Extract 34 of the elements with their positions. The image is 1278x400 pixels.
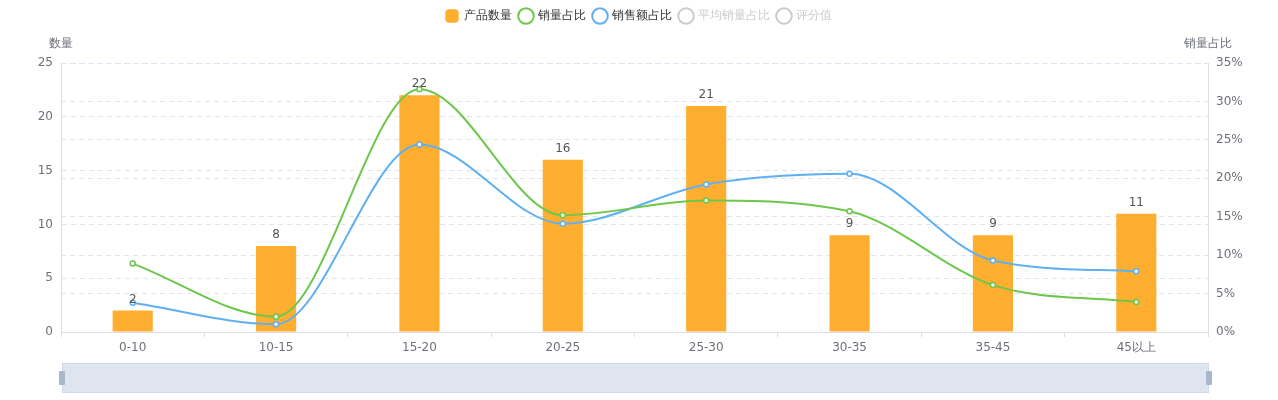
y2-tick-label: 15% xyxy=(1216,208,1243,223)
data-label: 9 xyxy=(845,216,854,231)
x-tick-label: 30-35 xyxy=(832,340,867,355)
legend-label: 销售额占比 xyxy=(611,8,672,23)
legend-label: 销量占比 xyxy=(537,8,586,23)
y2-tick-label: 20% xyxy=(1216,170,1243,185)
y-tick-label: 5 xyxy=(45,270,53,285)
y-tick-label: 15 xyxy=(37,162,53,177)
y2-tick-label: 35% xyxy=(1216,55,1243,70)
x-tick-label: 25-30 xyxy=(688,340,724,355)
y-tick-label: 20 xyxy=(37,108,53,123)
data-label: 22 xyxy=(411,76,428,91)
data-label: 16 xyxy=(555,140,571,155)
data-label: 21 xyxy=(698,87,714,102)
y-axis-title: 数量 xyxy=(49,36,73,50)
x-tick-label: 35-45 xyxy=(975,340,1011,355)
y2-tick-label: 25% xyxy=(1216,131,1243,146)
x-tick-label: 20-25 xyxy=(545,340,581,355)
y2-tick-label: 0% xyxy=(1216,324,1236,339)
x-tick-label: 0-10 xyxy=(119,340,147,355)
y2-tick-label: 5% xyxy=(1216,285,1236,300)
y2-axis-title: 销量占比 xyxy=(1183,36,1232,50)
y2-tick-label: 30% xyxy=(1216,93,1243,108)
y-tick-label: 0 xyxy=(45,324,53,339)
data-label: 11 xyxy=(1128,194,1144,209)
data-label: 8 xyxy=(272,227,280,242)
legend-label: 产品数量 xyxy=(464,8,512,23)
y2-tick-label: 10% xyxy=(1216,247,1243,262)
x-tick-label: 15-20 xyxy=(402,340,437,355)
x-tick-label: 45以上 xyxy=(1116,340,1156,355)
y-tick-label: 10 xyxy=(37,216,53,231)
data-label: 9 xyxy=(989,216,997,231)
x-tick-label: 10-15 xyxy=(258,340,294,355)
y-tick-label: 25 xyxy=(37,55,53,70)
